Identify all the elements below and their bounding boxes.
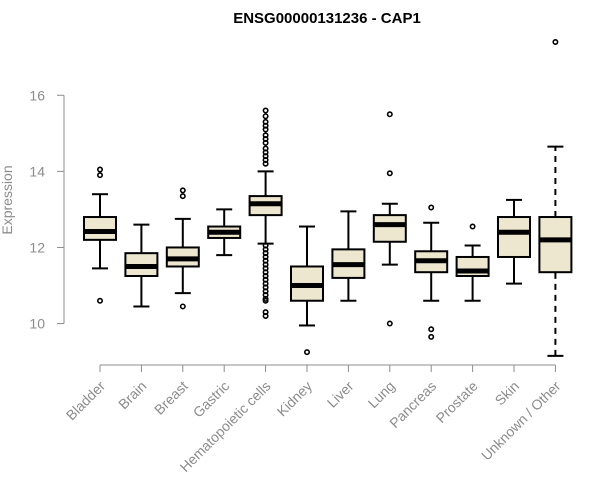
x-tick-label: Unknown / Other <box>478 378 564 464</box>
x-tick-label: Skin <box>492 378 523 409</box>
iqr-box <box>497 216 531 258</box>
outlier-point <box>262 309 269 316</box>
x-tick-label: Lung <box>365 378 398 411</box>
box-brain <box>124 223 159 308</box>
box-bladder <box>83 166 117 304</box>
outlier-point <box>262 145 269 152</box>
x-tick-label: Brain <box>115 378 149 412</box>
y-tick-label: 14 <box>29 163 45 179</box>
outlier-point <box>386 320 393 327</box>
outlier-point <box>262 132 269 139</box>
outlier-point <box>303 349 310 356</box>
outlier-point <box>428 326 435 333</box>
outlier-point <box>97 166 104 173</box>
outlier-point <box>262 113 269 120</box>
y-tick-label: 12 <box>29 239 45 255</box>
outlier-point <box>262 242 269 249</box>
outlier-point <box>386 170 393 177</box>
outlier-point <box>179 193 186 200</box>
box-unknown-other <box>538 38 573 357</box>
x-tick-label: Prostate <box>433 378 481 426</box>
outlier-point <box>552 38 559 45</box>
outlier-point <box>179 187 186 194</box>
outlier-point <box>262 118 269 125</box>
outlier-point <box>97 172 104 179</box>
box-liver <box>331 210 366 302</box>
box-lung <box>372 111 407 327</box>
box-hematopoietic-cells <box>248 107 283 319</box>
outlier-point <box>428 204 435 211</box>
iqr-box <box>83 216 117 241</box>
box-group <box>83 38 573 357</box>
x-tick-label: Liver <box>324 378 357 411</box>
outlier-point <box>469 223 476 230</box>
x-tick-label: Bladder <box>63 378 109 424</box>
iqr-box <box>372 214 407 243</box>
y-axis: 10 12 14 16 <box>29 87 65 332</box>
box-prostate <box>455 223 490 302</box>
y-tick-label: 10 <box>29 316 45 332</box>
outlier-point <box>386 111 393 118</box>
y-axis-label: Expression <box>0 165 15 234</box>
x-tick-label: Breast <box>151 378 191 418</box>
y-tick-label: 16 <box>29 87 45 103</box>
box-kidney <box>290 225 324 356</box>
box-skin <box>497 198 531 285</box>
box-gastric <box>207 208 242 257</box>
box-pancreas <box>414 204 449 340</box>
x-tick-label: Kidney <box>274 378 316 420</box>
outlier-point <box>97 297 104 304</box>
outlier-point <box>262 107 269 114</box>
iqr-box <box>538 216 573 274</box>
outlier-point <box>428 333 435 340</box>
chart-title: ENSG00000131236 - CAP1 <box>233 10 421 27</box>
box-breast <box>165 187 200 310</box>
outlier-point <box>179 303 186 310</box>
